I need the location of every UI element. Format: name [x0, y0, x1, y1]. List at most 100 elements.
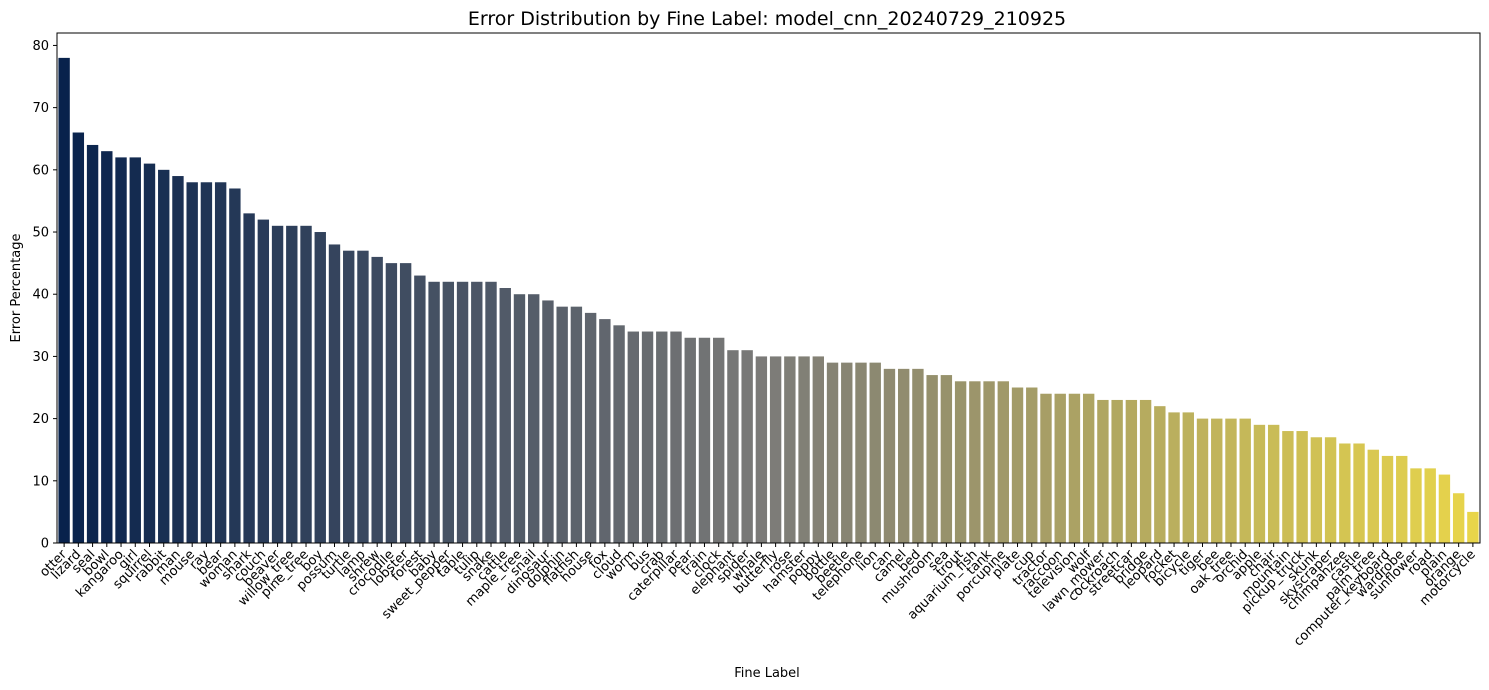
bar-lamp	[357, 250, 369, 543]
bar-tulip	[471, 281, 483, 543]
bar-pear	[684, 337, 696, 543]
bar-boy	[314, 232, 326, 543]
bar-motorcycle	[1467, 511, 1479, 543]
bar-lawn_mower	[1097, 399, 1109, 543]
bar-camel	[897, 368, 910, 543]
bar-snake	[485, 281, 497, 543]
bar-cup	[1026, 387, 1038, 543]
bar-telephone	[855, 362, 867, 543]
bar-lizard	[72, 132, 85, 543]
bar-chimpanzee	[1339, 443, 1351, 543]
bar-clock	[713, 337, 725, 543]
bar-rocket	[1168, 412, 1180, 543]
bar-chair	[1267, 424, 1280, 543]
bar-rose	[784, 356, 796, 543]
y-tick-label: 50	[32, 226, 49, 241]
bar-hamster	[798, 356, 810, 543]
bar-streetcar	[1125, 399, 1138, 543]
bar-willow_tree	[286, 225, 298, 543]
bar-cockroach	[1111, 399, 1123, 543]
plot-frame	[56, 32, 1481, 544]
bar-train	[698, 337, 711, 543]
bar-whale	[755, 356, 768, 543]
bar-sweet_pepper	[442, 281, 455, 543]
y-tick-label: 60	[32, 163, 49, 178]
bar-worm	[627, 331, 640, 543]
bar-shark	[243, 213, 255, 544]
bar-fox	[599, 319, 611, 543]
bar-pine_tree	[300, 225, 312, 543]
bar-caterpillar	[670, 331, 682, 543]
bar-bear	[214, 182, 227, 543]
bar-turtle	[343, 250, 355, 543]
bar-bee	[1211, 418, 1223, 543]
bar-kangaroo	[115, 157, 127, 543]
bar-man	[172, 176, 184, 544]
bar-plate	[1011, 387, 1024, 543]
bar-apple	[1253, 424, 1266, 543]
bar-wolf	[1082, 393, 1095, 543]
bar-bicycle	[1182, 412, 1194, 543]
bar-wardrobe	[1396, 455, 1408, 543]
bar-baby	[428, 281, 440, 543]
bar-can	[883, 368, 896, 543]
y-tick-label: 30	[32, 350, 49, 365]
bars-group	[58, 57, 1479, 544]
bar-flatfish	[570, 306, 583, 543]
bar-tiger	[1196, 418, 1209, 543]
bar-poppy	[812, 356, 824, 543]
bar-beaver	[271, 225, 284, 543]
bar-lion	[869, 362, 881, 543]
bar-orchid	[1239, 418, 1251, 543]
bar-cattle	[499, 288, 511, 543]
bar-television	[1068, 393, 1081, 543]
bar-aquarium_fish	[969, 381, 981, 543]
bar-lobster	[399, 263, 412, 543]
bar-crab	[656, 331, 668, 543]
bar-beetle	[841, 362, 853, 543]
bar-sea	[940, 375, 953, 543]
x-axis-label: Fine Label	[734, 666, 800, 681]
bar-mouse	[186, 182, 198, 543]
bar-oak_tree	[1225, 418, 1237, 543]
bar-porcupine	[997, 381, 1009, 543]
bar-plain	[1438, 474, 1451, 543]
bar-bed	[912, 368, 924, 543]
bar-computer_keyboard	[1381, 455, 1394, 543]
bar-couch	[257, 219, 270, 543]
y-tick-label: 70	[32, 101, 49, 116]
bar-snail	[528, 294, 540, 543]
bar-squirrel	[143, 163, 156, 544]
y-tick-label: 80	[32, 39, 49, 54]
bar-seal	[86, 144, 99, 543]
bar-crocodile	[385, 263, 398, 543]
bar-bridge	[1139, 399, 1152, 543]
bar-tank	[983, 381, 995, 543]
bar-trout	[954, 381, 967, 543]
bar-road	[1424, 468, 1436, 543]
bar-shrew	[371, 256, 383, 543]
bar-bus	[641, 331, 654, 543]
bar-palm_tree	[1367, 449, 1379, 543]
bar-pickup_truck	[1296, 431, 1308, 543]
bar-sunflower	[1410, 468, 1422, 543]
chart-title: Error Distribution by Fine Label: model_…	[468, 8, 1066, 30]
bar-otter	[58, 57, 70, 543]
bar-tractor	[1040, 393, 1052, 543]
bar-dolphin	[556, 306, 568, 543]
x-axis: otterlizardsealbowlkangaroogirlsquirrelr…	[37, 543, 1479, 649]
bar-butterfly	[769, 356, 782, 543]
bar-dinosaur	[542, 300, 554, 543]
bar-mountain	[1282, 431, 1294, 543]
bar-table	[456, 281, 469, 543]
bar-castle	[1353, 443, 1365, 543]
bar-forest	[414, 275, 426, 543]
bar-elephant	[727, 350, 739, 543]
bar-house	[584, 312, 597, 543]
bar-raccoon	[1054, 393, 1066, 543]
y-axis-label: Error Percentage	[9, 234, 24, 343]
bar-cloud	[613, 325, 625, 543]
bar-bottle	[826, 362, 839, 543]
bar-mushroom	[926, 375, 938, 543]
